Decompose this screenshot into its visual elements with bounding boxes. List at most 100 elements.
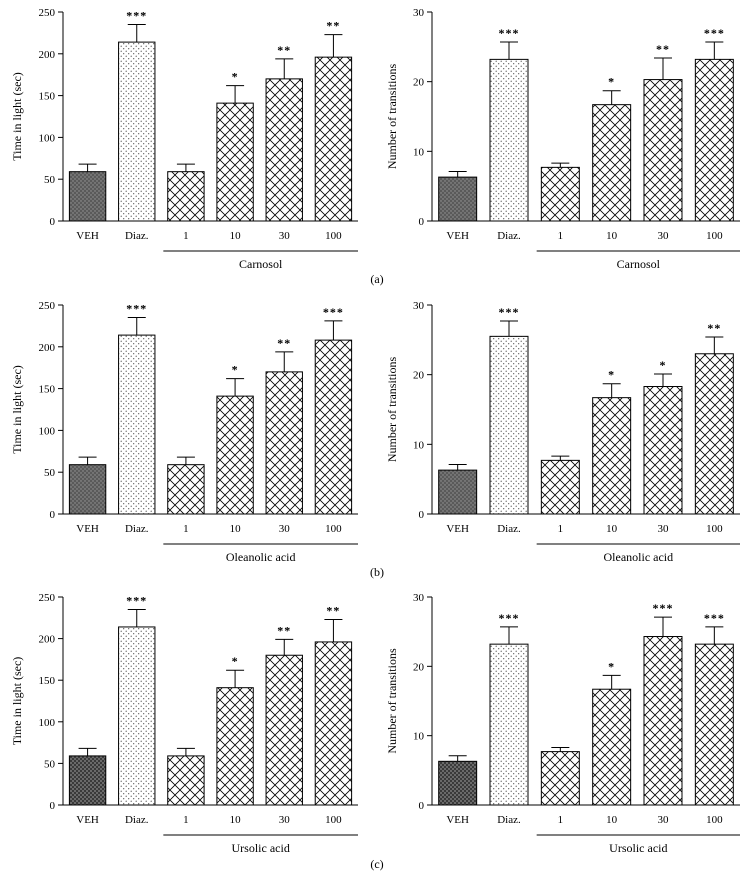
significance-label: *** [323,305,344,319]
bar-diaz [118,334,156,515]
significance-label: ** [326,19,340,33]
x-tick-label: 1 [558,814,564,826]
x-tick-label: 10 [230,230,242,242]
significance-label: * [660,358,667,372]
significance-label: *** [499,611,520,625]
significance-label: * [232,70,239,84]
panel-label: (b) [370,565,384,579]
bar-10 [216,395,254,515]
y-tick-label: 100 [39,132,56,144]
y-tick-label: 20 [413,370,425,382]
bar-1 [167,464,205,515]
y-tick-label: 200 [39,342,56,354]
y-tick-label: 150 [39,675,56,687]
bar-1 [540,459,580,515]
bar-100 [694,643,734,806]
significance-label: *** [704,611,725,625]
group-label: Oleanolic acid [226,550,296,564]
y-tick-label: 250 [39,300,56,312]
x-tick-label: 30 [658,230,670,242]
y-tick-label: 50 [44,467,56,479]
bar-30 [643,79,683,222]
y-tick-label: 200 [39,49,56,61]
y-axis-label: Number of transitions [385,64,399,170]
y-tick-label: 10 [413,439,425,451]
significance-label: ** [277,43,291,57]
group-label: Carnosol [239,257,283,271]
bar-30 [265,654,303,806]
panel-label: (c) [370,857,383,871]
x-tick-label: Diaz. [497,230,521,242]
y-tick-label: 0 [50,509,56,521]
y-axis-label: Number of transitions [385,357,399,463]
y-tick-label: 50 [44,758,56,770]
significance-label: ** [707,321,721,335]
bar-1 [167,755,205,806]
bar-veh [68,171,107,222]
bar-diaz [489,643,529,806]
bar-veh [68,755,107,806]
significance-label: * [232,363,239,377]
y-axis-label: Number of transitions [385,648,399,754]
x-tick-label: 10 [606,230,618,242]
significance-label: ** [277,336,291,350]
y-axis-label: Time in light (sec) [10,72,24,161]
group-label: Ursolic acid [232,841,290,855]
x-tick-label: 1 [558,523,564,535]
x-tick-label: 30 [658,814,670,826]
x-tick-label: Diaz. [497,814,521,826]
y-tick-label: 0 [50,216,56,228]
x-tick-label: 100 [706,814,723,826]
x-tick-label: 1 [183,230,189,242]
y-tick-label: 20 [413,661,425,673]
group-label: Oleanolic acid [604,550,674,564]
x-tick-label: 100 [325,814,342,826]
group-label: Carnosol [617,257,661,271]
bar-1 [540,751,580,806]
significance-label: *** [126,302,147,316]
x-tick-label: VEH [446,814,469,826]
x-tick-label: 1 [183,523,189,535]
x-tick-label: 100 [325,523,342,535]
y-tick-label: 0 [50,800,56,812]
y-tick-label: 50 [44,174,56,186]
x-tick-label: 1 [183,814,189,826]
x-tick-label: VEH [76,523,99,535]
bar-100 [314,641,353,806]
x-tick-label: Diaz. [125,814,149,826]
y-tick-label: 100 [39,717,56,729]
significance-label: *** [653,601,674,615]
y-tick-label: 200 [39,634,56,646]
bar-10 [592,397,632,515]
x-tick-label: 30 [279,814,291,826]
significance-label: ** [326,603,340,617]
bar-veh [68,464,107,515]
y-tick-label: 250 [39,7,56,19]
x-tick-label: 100 [325,230,342,242]
significance-label: *** [499,26,520,40]
significance-label: *** [704,26,725,40]
x-tick-label: 30 [658,523,670,535]
x-tick-label: 10 [606,523,618,535]
bar-diaz [118,626,156,806]
bar-1 [540,166,580,222]
y-axis-label: Time in light (sec) [10,365,24,454]
x-tick-label: 1 [558,230,564,242]
bar-10 [216,687,254,806]
significance-label: ** [656,42,670,56]
x-tick-label: 10 [230,814,242,826]
y-tick-label: 30 [413,300,425,312]
bar-1 [167,171,205,222]
x-tick-label: VEH [446,523,469,535]
y-tick-label: 0 [419,216,425,228]
x-tick-label: 100 [706,230,723,242]
bar-30 [643,636,683,806]
bar-veh [438,176,478,222]
bar-10 [216,102,254,222]
bar-diaz [118,41,156,222]
bar-100 [694,58,734,222]
y-tick-label: 30 [413,592,425,604]
